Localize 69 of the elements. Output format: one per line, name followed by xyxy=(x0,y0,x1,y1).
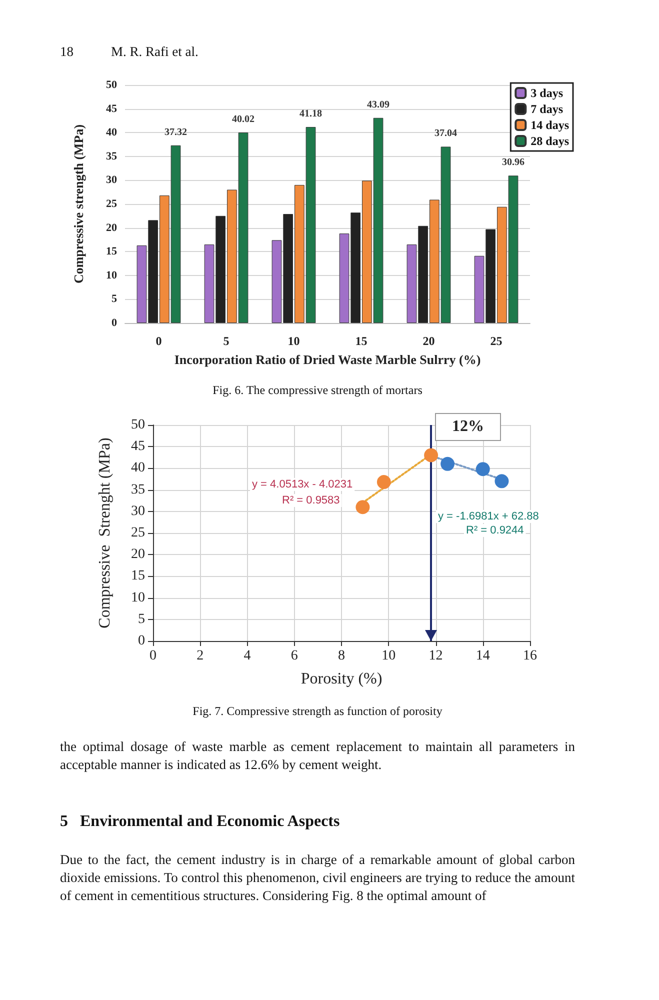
y-tick-label: 25 xyxy=(131,526,145,540)
y-tick-label: 25 xyxy=(106,198,118,210)
legend-label: 7 days xyxy=(530,102,564,116)
point xyxy=(440,456,455,471)
point xyxy=(476,462,490,476)
y-tick-label: 40 xyxy=(131,460,145,476)
x-tick-label: 14 xyxy=(476,648,490,664)
annotation: y = 4.0513x - 4.0231 xyxy=(252,478,353,490)
x-tick-label: 0 xyxy=(156,334,162,348)
y-tick-label: 20 xyxy=(131,547,145,562)
x-tick-label: 2 xyxy=(196,648,204,664)
text: 5 Environmental and Economic Aspects xyxy=(60,813,341,831)
y-tick-label: 15 xyxy=(106,246,118,258)
x-tick-label: 0 xyxy=(150,648,156,664)
y-tick-label: 35 xyxy=(106,150,118,162)
data-label: 37.04 xyxy=(434,128,458,140)
y-tick-label: 10 xyxy=(131,590,145,606)
caption: Fig. 6. The compressive strength of mortars xyxy=(212,382,424,399)
y-tick-label: 45 xyxy=(131,439,145,454)
point xyxy=(376,475,391,490)
y-tick-label: 15 xyxy=(131,568,145,584)
x-tick-label: 20 xyxy=(422,334,435,348)
annotation: R² = 0.9244 xyxy=(466,524,524,536)
y-tick-label: 50 xyxy=(106,79,118,91)
y-tick-label: 5 xyxy=(112,293,118,306)
data-label: 41.18 xyxy=(300,108,322,120)
y-tick-label: 30 xyxy=(106,174,118,186)
x-tick-label: 10 xyxy=(288,334,300,348)
x-axis-title: Incorporation Ratio of Dried Waste Marble Sulrry (%) xyxy=(174,352,481,367)
data-label: 30.96 xyxy=(502,157,525,168)
y-tick-label: 0 xyxy=(112,317,118,329)
caption: Fig. 7. Compressive strength as function of porosity xyxy=(192,703,444,720)
ref-line-label: 12% xyxy=(435,413,502,441)
x-axis-title: Porosity (%) xyxy=(300,670,382,688)
y-tick-label: 20 xyxy=(106,222,118,234)
y-axis-title: Compressive strength (MPa) xyxy=(71,124,86,284)
annotation: y = -1.6981x + 62.88 xyxy=(438,510,539,522)
y-axis-title: Compressive Strenght (MPa) xyxy=(96,438,114,628)
x-tick-label: 16 xyxy=(523,648,537,664)
point xyxy=(494,474,509,488)
data-label: 43.09 xyxy=(367,99,390,110)
y-tick-label: 35 xyxy=(131,482,145,498)
y-tick-label: 10 xyxy=(106,269,118,282)
y-tick-label: 50 xyxy=(131,418,145,432)
annotation: R² = 0.9583 xyxy=(282,494,340,506)
legend-label: 3 days xyxy=(530,86,564,100)
x-tick-label: 8 xyxy=(338,648,345,664)
point xyxy=(356,500,370,514)
text: M. R. Rafi et al. xyxy=(111,43,200,61)
data-label: 40.02 xyxy=(232,114,255,126)
x-tick-label: 15 xyxy=(355,334,368,348)
legend-label: 14 days xyxy=(530,118,570,132)
x-tick-label: 4 xyxy=(244,648,251,664)
x-tick-label: 10 xyxy=(382,648,396,664)
legend-label: 28 days xyxy=(530,134,570,148)
y-tick-label: 30 xyxy=(131,504,145,519)
data-label: 37.32 xyxy=(164,126,188,138)
text: 18 xyxy=(60,43,74,61)
text: Due to the fact, the cement industry is in charge of a remarkable amount of global carbon dioxide emissions. To control this phenomenon, civil engineers are trying to reduce the amount of cement in cementitious structures. Considering Fig. 8 the optimal amount of xyxy=(60,851,575,905)
y-tick-label: 0 xyxy=(138,634,145,648)
x-tick-label: 12 xyxy=(428,648,443,664)
y-tick-label: 40 xyxy=(106,126,118,139)
text: the optimal dosage of waste marble as cement replacement to maintain all parameters in acceptable manner is indicated as 12.6% by cement weight. xyxy=(60,738,575,774)
y-tick-label: 5 xyxy=(138,612,145,627)
x-tick-label: 6 xyxy=(290,648,298,664)
point xyxy=(424,448,438,462)
x-tick-label: 5 xyxy=(223,334,230,348)
x-tick-label: 25 xyxy=(490,334,502,348)
y-tick-label: 45 xyxy=(106,102,118,115)
